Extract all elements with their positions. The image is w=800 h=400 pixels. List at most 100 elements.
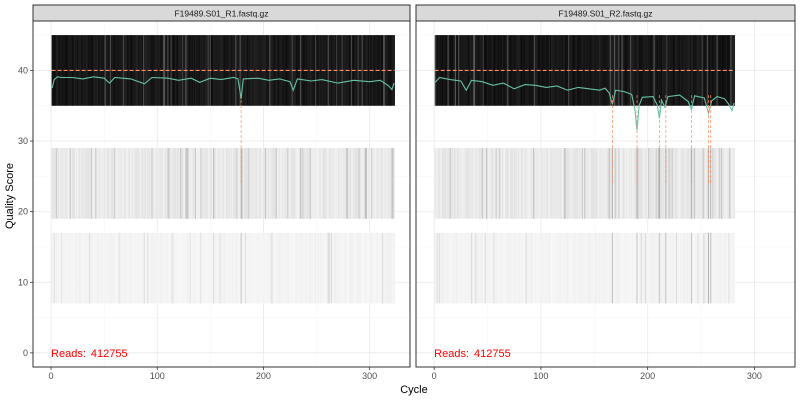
heatmap-cell (122, 35, 125, 106)
heatmap-cell (251, 148, 253, 219)
heatmap-cell (188, 232, 190, 304)
heatmap-cell (504, 35, 506, 106)
heatmap-cell (319, 148, 321, 219)
heatmap-cell (265, 232, 267, 304)
heatmap-cell (85, 232, 87, 304)
heatmap-cell (445, 35, 447, 106)
heatmap-cell (95, 148, 97, 219)
heatmap-cell (226, 232, 229, 304)
heatmap-cell (552, 232, 554, 304)
heatmap-cell (301, 148, 303, 219)
heatmap-cell (316, 148, 318, 219)
heatmap-cell (547, 232, 550, 304)
heatmap-cell (338, 35, 340, 106)
reads-annotation: Reads: 412755 (51, 348, 128, 360)
heatmap-cell (694, 232, 696, 304)
heatmap-cell (255, 232, 257, 304)
heatmap-cell (680, 232, 682, 304)
heatmap-cell (652, 148, 654, 219)
heatmap-cell (158, 232, 161, 304)
heatmap-cell (525, 232, 527, 304)
heatmap-cell (273, 148, 275, 219)
heatmap-cell (93, 232, 95, 304)
heatmap-cell (717, 232, 720, 304)
heatmap-cell (637, 148, 639, 219)
heatmap-cell (577, 148, 580, 219)
heatmap-cell (314, 148, 317, 219)
heatmap-cell (221, 148, 223, 219)
heatmap-cell (672, 35, 675, 106)
heatmap-cell (570, 232, 572, 304)
heatmap-cell (541, 148, 543, 219)
heatmap-cell (717, 148, 720, 219)
heatmap-cell (456, 35, 458, 106)
heatmap-cell (261, 232, 264, 304)
heatmap-cell (634, 232, 636, 304)
heatmap-cell (94, 148, 96, 219)
heatmap-cell (346, 148, 349, 219)
facet-strip-title: F19489.S01_R2.fastq.gz (558, 9, 652, 19)
heatmap-cell (632, 232, 634, 304)
heatmap-cell (377, 148, 380, 219)
heatmap-cell (253, 148, 255, 219)
heatmap-cell (724, 232, 726, 304)
heatmap-cell (435, 148, 438, 219)
heatmap-cell (180, 148, 182, 219)
heatmap-cell (282, 232, 284, 304)
heatmap-cell (588, 35, 590, 106)
heatmap-cell (234, 232, 236, 304)
heatmap-cell (594, 35, 597, 106)
heatmap-cell (86, 35, 89, 106)
heatmap-cell (296, 232, 299, 304)
heatmap-cell (478, 232, 480, 304)
heatmap-cell (463, 232, 465, 304)
heatmap-cell (612, 232, 615, 304)
heatmap-cell (671, 148, 674, 219)
heatmap-cell (625, 35, 628, 106)
heatmap-cell (506, 148, 508, 219)
heatmap-cell (450, 35, 453, 106)
heatmap-cell (474, 35, 476, 106)
heatmap-cell (623, 148, 626, 219)
heatmap-cell (361, 35, 364, 106)
heatmap-cell (106, 148, 109, 219)
heatmap-cell (363, 232, 366, 304)
heatmap-cell (489, 232, 491, 304)
heatmap-cell (663, 148, 665, 219)
heatmap-cell (541, 232, 543, 304)
heatmap-cell (645, 232, 647, 304)
heatmap-cell (540, 148, 542, 219)
heatmap-cell (634, 148, 636, 219)
heatmap-cell (289, 232, 291, 304)
heatmap-cell (463, 35, 465, 106)
heatmap-cell (505, 232, 507, 304)
heatmap-cell (140, 148, 143, 219)
heatmap-cell (699, 232, 701, 304)
heatmap-cell (498, 148, 501, 219)
heatmap-cell (275, 232, 278, 304)
heatmap-cell (510, 232, 512, 304)
heatmap-cell (151, 148, 153, 219)
heatmap-cell (197, 148, 199, 219)
heatmap-cell (469, 148, 472, 219)
heatmap-cell (488, 232, 490, 304)
heatmap-cell (707, 35, 710, 106)
heatmap-cell (164, 232, 166, 304)
heatmap-cell (537, 148, 539, 219)
heatmap-cell (519, 232, 521, 304)
heatmap-cell (630, 35, 632, 106)
heatmap-cell (277, 35, 280, 106)
heatmap-cell (703, 35, 706, 106)
heatmap-cell (501, 148, 504, 219)
heatmap-cell (278, 232, 281, 304)
heatmap-cell (464, 232, 466, 304)
heatmap-cell (380, 232, 383, 304)
heatmap-cell (340, 148, 342, 219)
heatmap-cell (463, 148, 465, 219)
heatmap-cell (104, 232, 107, 304)
heatmap-cell (730, 232, 732, 304)
heatmap-cell (647, 148, 649, 219)
heatmap-cell (369, 148, 371, 219)
heatmap-cell (535, 148, 537, 219)
